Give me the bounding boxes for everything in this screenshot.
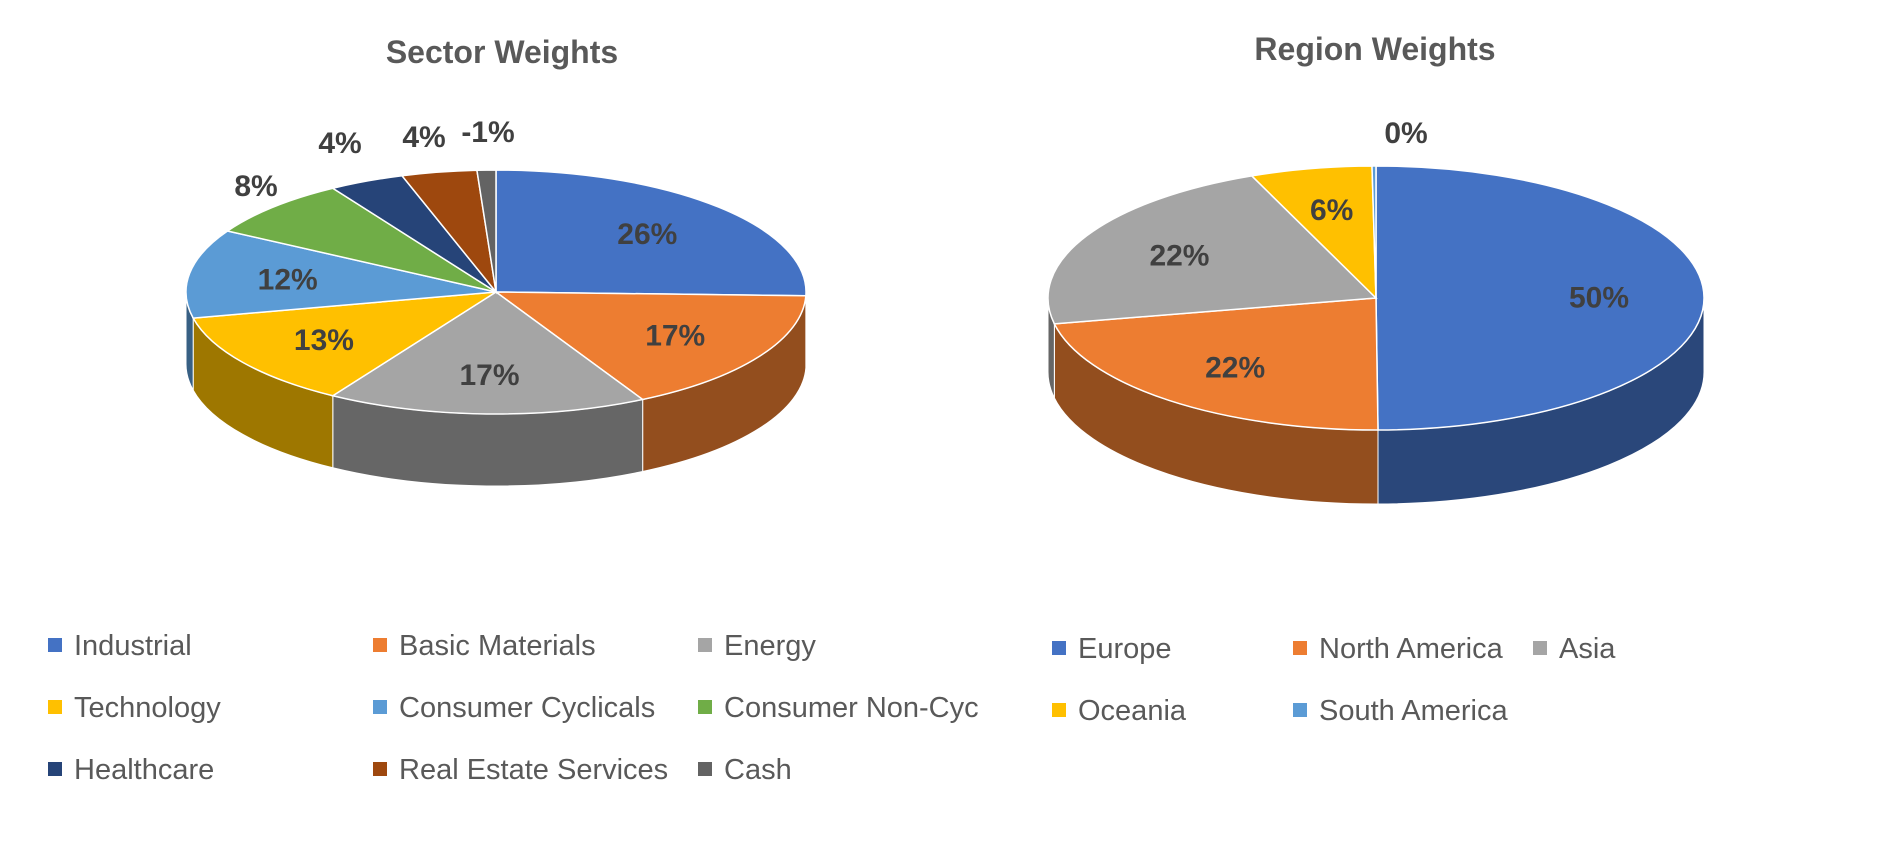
legend-item-cash: Cash xyxy=(698,754,792,786)
legend-swatch xyxy=(698,638,712,652)
legend-label: North America xyxy=(1319,633,1504,665)
legend-item-energy: Energy xyxy=(698,630,816,662)
legend-label: Consumer Non-Cyc xyxy=(724,692,979,724)
slice-energy xyxy=(330,291,645,415)
slice-basic-materials xyxy=(493,291,807,401)
legend-item-north-america: North America xyxy=(1293,633,1504,665)
region-chart-title: Region Weights xyxy=(1254,31,1495,67)
legend-item-consumer-cyclicals: Consumer Cyclicals xyxy=(373,692,655,724)
legend-label: Energy xyxy=(724,630,816,662)
data-label-oceania: 6% xyxy=(1310,194,1353,227)
legend-label: Europe xyxy=(1078,633,1172,665)
slice-north-america xyxy=(1053,297,1379,431)
sector-chart-title: Sector Weights xyxy=(386,34,618,70)
data-label-asia: 22% xyxy=(1149,240,1209,273)
pie-data-labels: 50% 22% 22% 6% 0% xyxy=(1149,117,1629,385)
data-label-south-america: 0% xyxy=(1384,117,1427,150)
legend-swatch xyxy=(373,638,387,652)
legend-label: Cash xyxy=(724,754,792,786)
slice-cash xyxy=(476,169,497,293)
data-label-consumer-non-cyc: 8% xyxy=(234,170,277,203)
legend-swatch xyxy=(373,762,387,776)
data-label-north-america: 22% xyxy=(1205,352,1265,385)
legend-item-technology: Technology xyxy=(48,692,221,724)
legend-label: Consumer Cyclicals xyxy=(399,692,655,724)
slice-industrial xyxy=(495,169,807,297)
legend-swatch xyxy=(48,762,62,776)
slice-asia xyxy=(1047,175,1378,325)
legend-item-basic-materials: Basic Materials xyxy=(373,630,596,662)
region-weights-chart: Region Weights 50% 22% 22% 6% 0% Europe North… xyxy=(1047,31,1705,727)
slice-oceania xyxy=(1250,165,1377,300)
legend-label: Real Estate Services xyxy=(399,754,668,786)
legend-swatch xyxy=(1293,641,1307,655)
sector-pie: 26% 17% 17% 13% 12% 8% 4% 4% -1% xyxy=(185,116,807,487)
region-pie: 50% 22% 22% 6% 0% xyxy=(1047,117,1705,505)
sector-weights-chart: Sector Weights 26%17%17%13%12%8%4% 4% -1% … xyxy=(48,34,979,786)
legend-item-oceania: Oceania xyxy=(1052,695,1187,727)
legend-swatch xyxy=(698,762,712,776)
legend-item-consumer-non-cyc: Consumer Non-Cyc xyxy=(698,692,979,724)
legend-item-healthcare: Healthcare xyxy=(48,754,214,786)
pie-slices xyxy=(185,169,807,415)
data-label-energy: 17% xyxy=(459,359,519,392)
legend-swatch xyxy=(1533,641,1547,655)
data-label-technology: 13% xyxy=(294,324,354,357)
legend-swatch xyxy=(48,638,62,652)
data-label-industrial: 26% xyxy=(617,218,677,251)
data-label-europe: 50% xyxy=(1569,282,1629,315)
slice-consumer-non-cyc xyxy=(225,187,497,293)
data-label-cash: -1% xyxy=(461,116,514,149)
slice-south-america xyxy=(1371,165,1377,299)
region-legend: Europe North America Asia Oceania South Amer… xyxy=(1052,633,1616,727)
data-label-consumer-cyclicals: 12% xyxy=(258,263,318,296)
legend-swatch xyxy=(698,700,712,714)
slice-consumer-cyclicals xyxy=(185,230,497,319)
data-label-real-estate-services: 4% xyxy=(402,121,445,154)
legend-label: Basic Materials xyxy=(399,630,596,662)
legend-swatch xyxy=(1293,703,1307,717)
legend-label: Healthcare xyxy=(74,754,214,786)
pie-side-walls xyxy=(185,291,807,487)
legend-item-real-estate-services: Real Estate Services xyxy=(373,754,668,786)
legend-label: South America xyxy=(1319,695,1508,727)
legend-swatch xyxy=(373,700,387,714)
legend-swatch xyxy=(1052,703,1066,717)
legend-item-europe: Europe xyxy=(1052,633,1172,665)
legend-label: Oceania xyxy=(1078,695,1187,727)
legend-swatch xyxy=(48,700,62,714)
data-label-healthcare: 4% xyxy=(318,127,361,160)
legend-label: Industrial xyxy=(74,630,192,662)
slice-technology xyxy=(191,291,497,397)
slice-europe xyxy=(1375,165,1705,431)
legend-item-south-america: South America xyxy=(1293,695,1508,727)
pie-data-labels: 26% 17% 17% 13% 12% 8% 4% 4% -1% xyxy=(234,116,705,392)
legend-swatch xyxy=(1052,641,1066,655)
legend-label: Asia xyxy=(1559,633,1616,665)
sector-legend: Industrial Basic Materials Energy Technolog… xyxy=(48,630,979,786)
legend-item-industrial: Industrial xyxy=(48,630,192,662)
data-label-basic-materials: 17% xyxy=(645,320,705,353)
legend-item-asia: Asia xyxy=(1533,633,1616,665)
pie-slices xyxy=(1047,165,1705,431)
legend-label: Technology xyxy=(74,692,221,724)
